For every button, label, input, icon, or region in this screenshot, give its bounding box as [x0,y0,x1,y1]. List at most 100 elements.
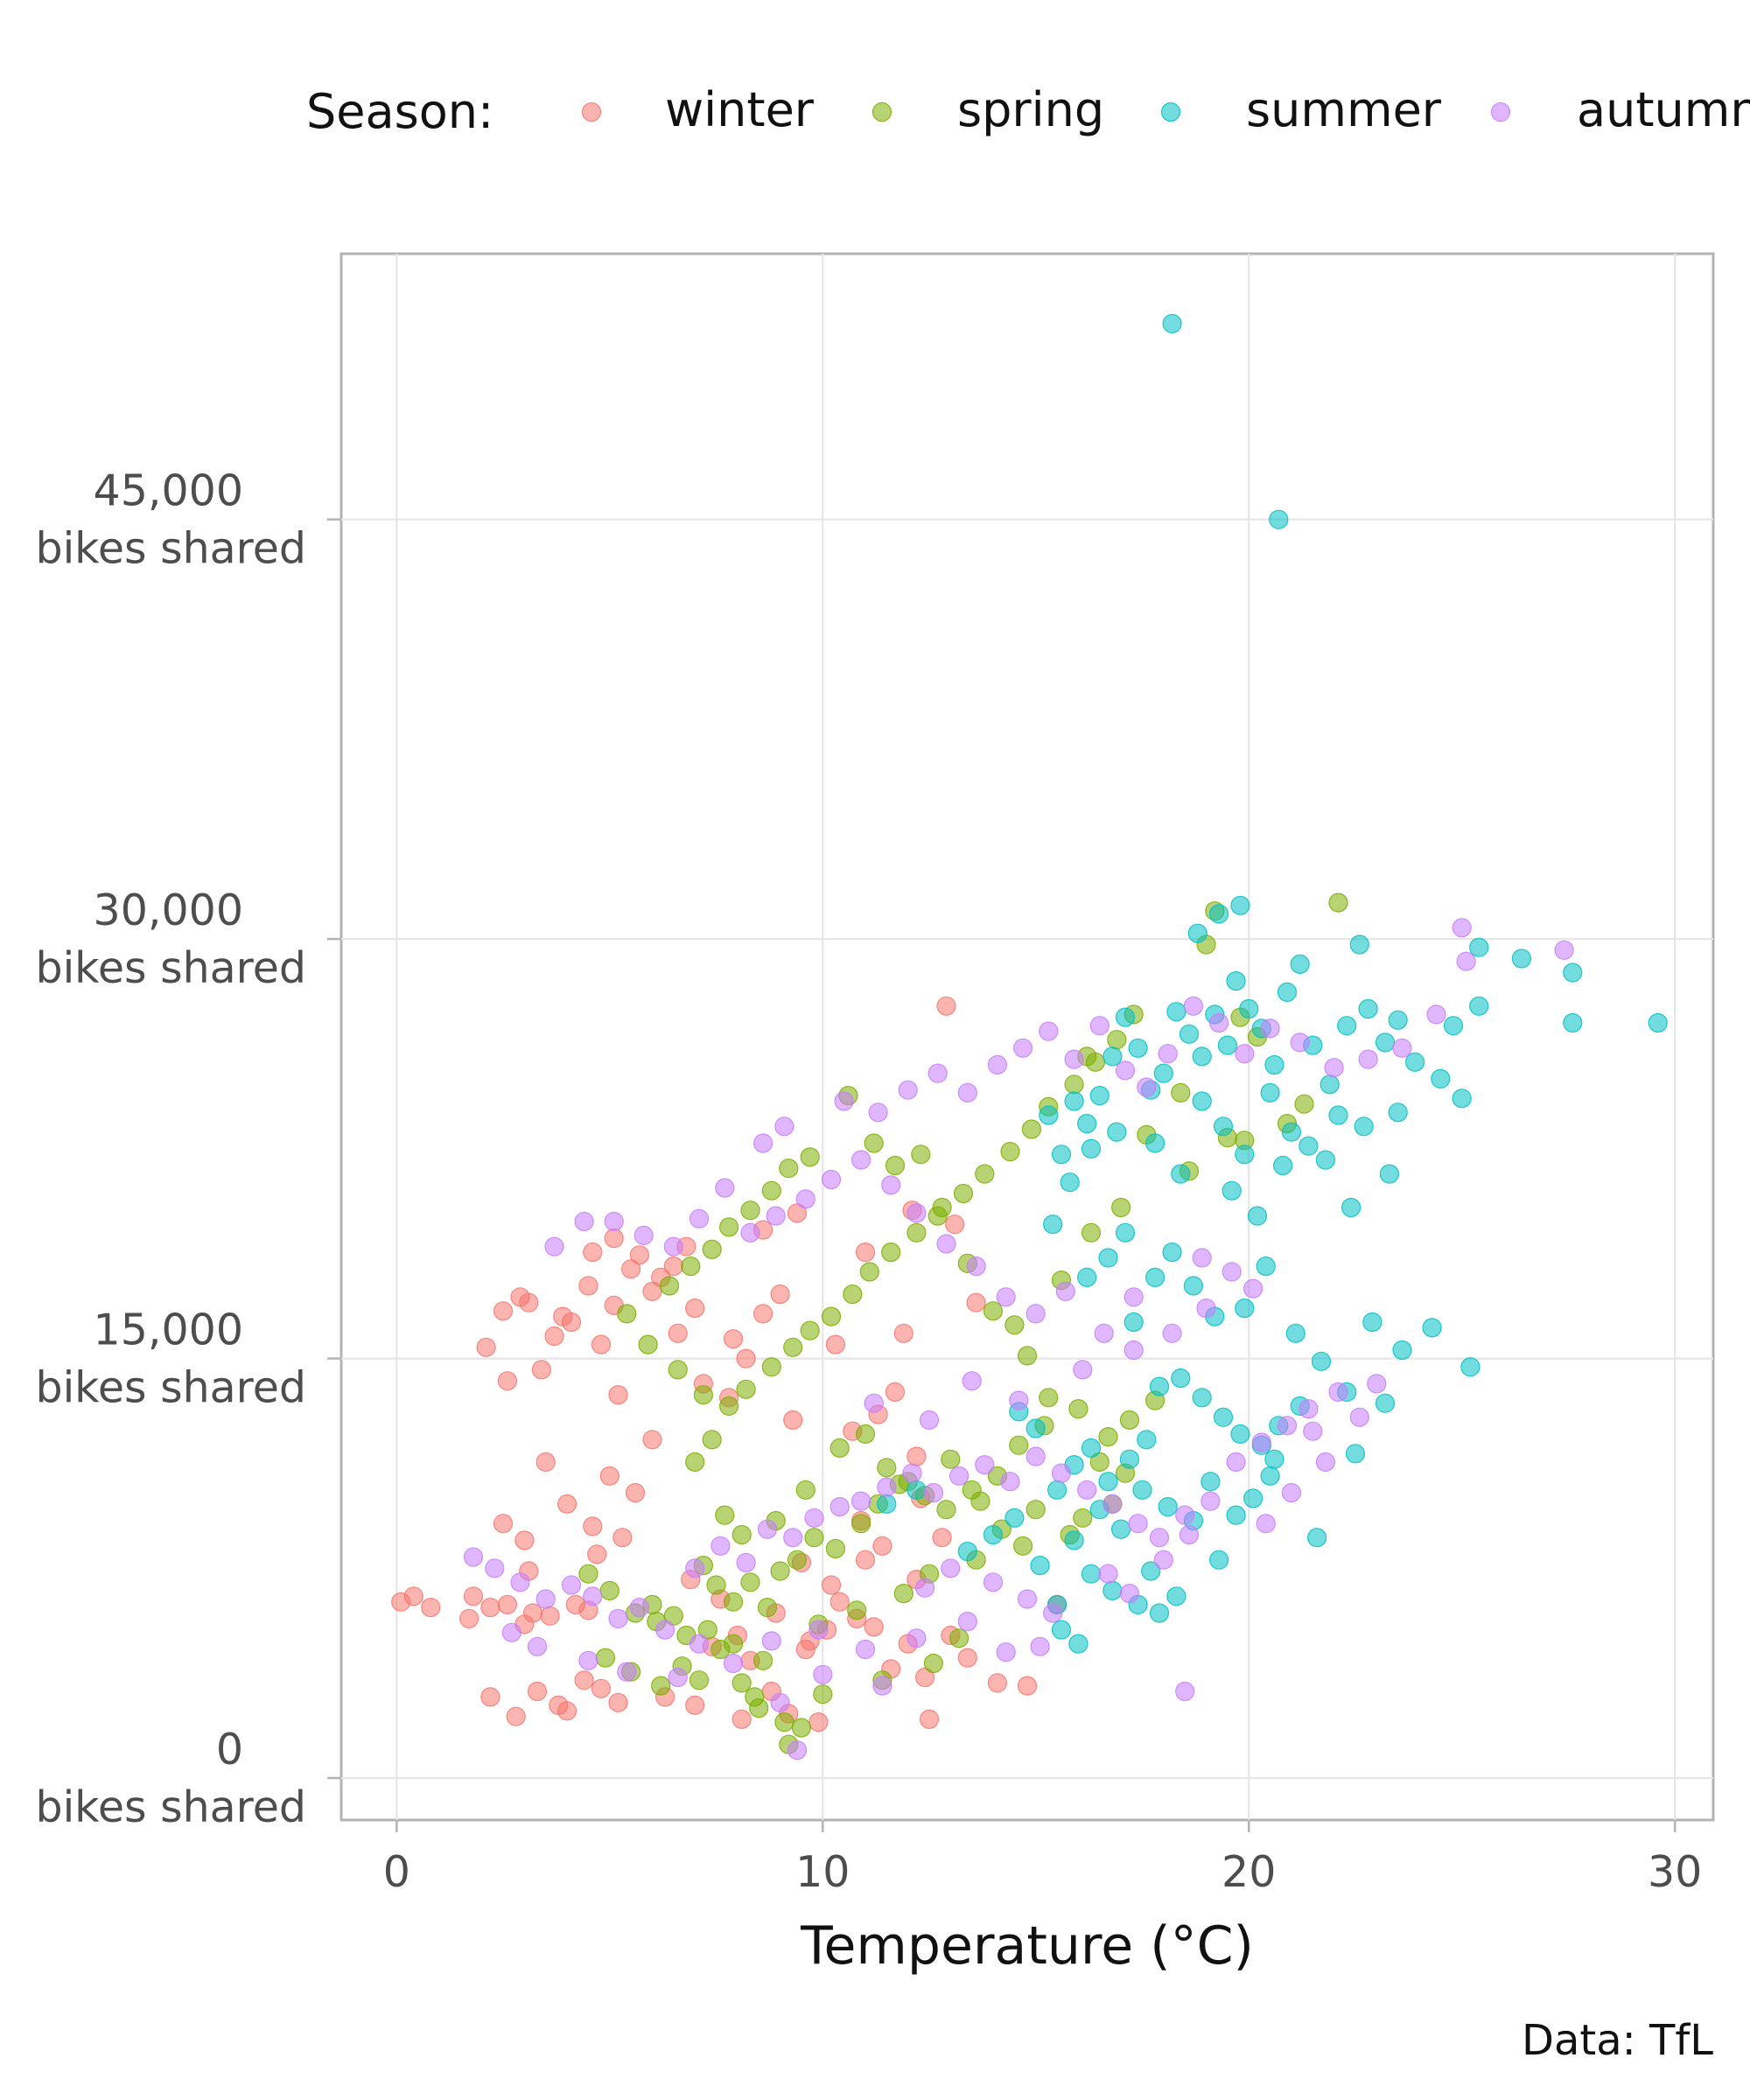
data-point [595,1648,616,1668]
data-point [1192,1091,1212,1111]
x-tick-label: 0 [383,1847,410,1897]
legend-label-autumn: autumn [1577,82,1750,137]
data-point [787,1740,808,1760]
data-point [1392,1038,1412,1058]
data-point [702,1239,722,1260]
data-point [957,1541,977,1562]
legend-label-summer: summer [1246,82,1442,137]
data-point [1358,998,1378,1019]
data-point [663,1236,683,1256]
data-point [996,1287,1016,1307]
data-point [808,1620,829,1640]
data-point [957,1082,977,1103]
data-point [1358,1049,1378,1069]
data-point [877,1477,897,1497]
data-point [540,1606,560,1626]
data-point [522,1603,543,1623]
data-point [706,1575,726,1595]
data-point [983,1572,1004,1592]
data-point [1340,1197,1362,1218]
data-point [578,1650,598,1670]
data-point [770,1561,790,1581]
series-summer [877,313,1668,1654]
data-point [1469,937,1489,957]
data-point [757,1597,778,1618]
data-point [795,1480,816,1500]
data-point [740,1572,760,1592]
data-point [1367,1374,1387,1394]
data-point [885,1155,906,1176]
data-point [629,1597,650,1618]
data-point [1375,1393,1396,1413]
data-point [736,1348,756,1368]
data-point [1141,1561,1161,1581]
data-point [476,1337,496,1357]
data-point [932,1528,952,1548]
data-point [1251,1432,1271,1452]
data-point [804,1528,824,1548]
data-point [668,1360,688,1380]
data-point [718,1396,739,1417]
data-point [1039,1021,1059,1041]
data-point [1443,1016,1464,1036]
data-point [604,1211,624,1232]
data-point [1153,1550,1173,1570]
data-point [1051,1463,1072,1483]
data-point [1315,1452,1336,1473]
data-point [1303,1421,1323,1441]
data-point [1554,940,1574,961]
data-point [830,1496,850,1517]
data-point [501,1622,522,1642]
data-point [749,1698,769,1718]
data-point [506,1706,526,1726]
data-point [936,1500,956,1520]
data-point [970,1491,990,1511]
data-point [1000,1141,1020,1162]
data-point [1026,1418,1046,1438]
data-point [774,1712,794,1732]
y-tick-unit: bikes shared [35,1782,306,1832]
y-tick-label: 15,000 bikes shared [35,1306,306,1413]
data-point [1089,1085,1110,1106]
data-point [923,1482,944,1503]
data-point [1144,1133,1166,1153]
data-point [1162,1242,1182,1263]
data-point [536,1452,556,1473]
data-point [1026,1500,1046,1520]
data-point [1110,1197,1131,1218]
data-point [1226,970,1246,991]
data-point [1277,1416,1298,1436]
data-point [1311,1351,1332,1371]
y-tick-value: 0 [216,1725,243,1774]
data-point [617,1662,637,1682]
data-point [514,1530,535,1550]
data-point [642,1430,662,1450]
data-point [591,1678,612,1698]
data-point [936,996,956,1016]
data-point [1017,1346,1038,1366]
data-point [740,1222,760,1242]
data-point [953,1183,974,1204]
data-point [1098,1248,1118,1268]
legend-label-spring: spring [957,82,1104,137]
data-point [1226,1452,1246,1473]
data-point [868,1102,888,1123]
y-tick-label: 30,000 bikes shared [35,886,306,993]
x-tick-label: 30 [1648,1847,1702,1897]
data-point [1149,1528,1170,1548]
data-point [659,1276,680,1296]
data-point [983,1301,1004,1321]
data-point [1320,1074,1340,1095]
data-point [1354,1116,1374,1137]
data-point [1162,313,1182,333]
data-point [1081,1222,1102,1242]
y-tick-value: 30,000 [94,886,243,935]
data-point [1068,1398,1088,1419]
data-point [1200,1472,1221,1492]
data-point [1107,1030,1127,1050]
data-point [843,1284,863,1305]
data-point [527,1636,548,1656]
data-point [587,1544,607,1564]
data-point [497,1594,518,1615]
